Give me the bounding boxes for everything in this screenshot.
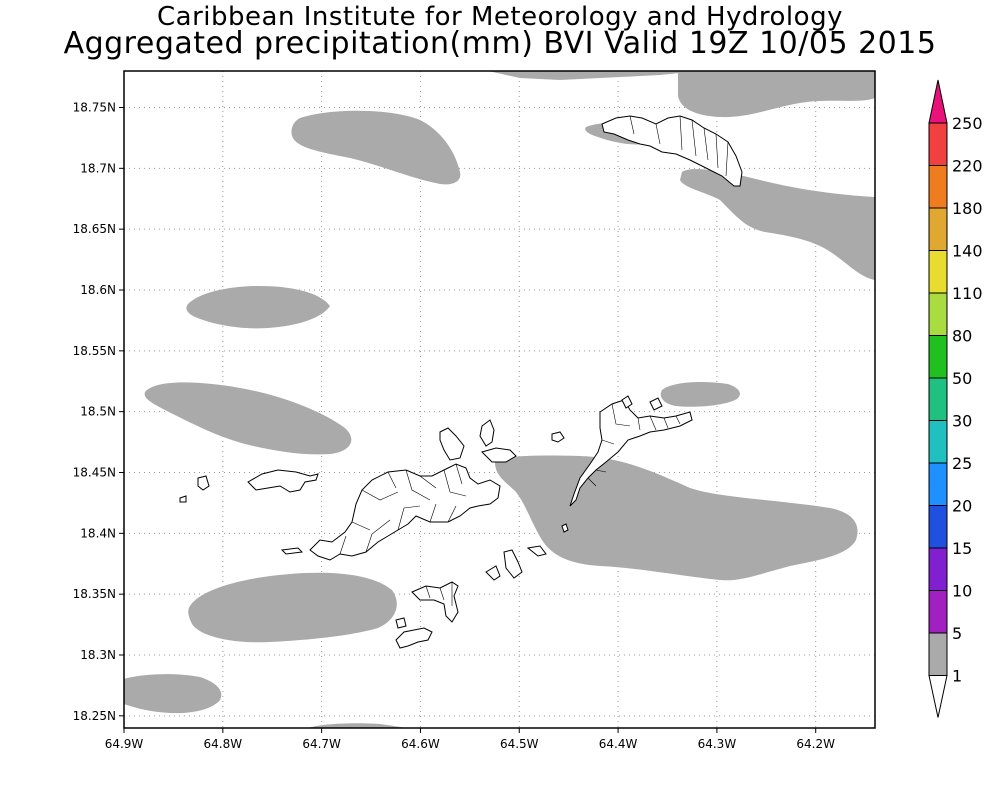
tick-label-lat: 18.4N xyxy=(80,526,116,540)
legend-label: 25 xyxy=(952,454,972,473)
precip-area-southeast-large xyxy=(495,455,858,581)
legend-swatch xyxy=(928,547,948,591)
island-tiny-2 xyxy=(561,523,569,533)
island-mosquito xyxy=(621,395,633,409)
legend-label: 50 xyxy=(952,369,972,388)
legend-label: 5 xyxy=(952,624,962,643)
legend-label: 180 xyxy=(952,199,983,218)
legend-swatch xyxy=(928,292,948,336)
legend-label: 80 xyxy=(952,327,972,346)
legend-label: 20 xyxy=(952,497,972,516)
legend-swatch xyxy=(928,250,948,294)
tick-label-lat: 18.25N xyxy=(73,709,116,723)
legend-swatch xyxy=(928,505,948,549)
island-great-camanoe xyxy=(479,419,495,447)
tick-label-lon: 64.8W xyxy=(204,737,243,751)
anegada-internal-lines xyxy=(629,115,729,177)
legend-label: 140 xyxy=(952,242,983,261)
legend-swatch xyxy=(928,632,948,676)
tortola-internal-lines xyxy=(339,463,467,555)
island-guana xyxy=(439,427,465,461)
island-outlines xyxy=(179,115,743,649)
island-salt xyxy=(395,627,433,649)
precip-area-southwest xyxy=(188,572,397,643)
tick-label-lat: 18.6N xyxy=(80,283,116,297)
legend-swatch xyxy=(928,420,948,464)
map-frame-border xyxy=(123,70,876,729)
island-subdivision-lines xyxy=(339,115,729,606)
precip-area-north-1 xyxy=(291,110,461,185)
legend-label: 250 xyxy=(952,114,983,133)
island-peter xyxy=(395,617,407,629)
precip-area-east-band xyxy=(680,169,875,280)
legend-swatch xyxy=(928,377,948,421)
precip-area-west-large xyxy=(144,382,352,455)
legend-swatch xyxy=(928,590,948,634)
norman-internal-lines xyxy=(425,582,453,606)
island-jost-van-dyke-west xyxy=(247,469,319,493)
tick-label-lon: 64.9W xyxy=(105,737,144,751)
island-tiny-1 xyxy=(280,547,304,555)
tick-label-lat: 18.75N xyxy=(73,101,116,115)
tick-label-lon: 64.3W xyxy=(698,737,737,751)
island-fallen-jerusalem xyxy=(526,545,547,557)
tick-label-lat: 18.3N xyxy=(80,648,116,662)
island-north-reef xyxy=(551,431,565,443)
legend-arrow-bottom xyxy=(928,675,948,718)
legend-label: 30 xyxy=(952,412,972,431)
legend-label: 15 xyxy=(952,539,972,558)
island-beef-small xyxy=(481,447,517,463)
map-gridlines xyxy=(124,71,875,728)
island-virgin-gorda xyxy=(569,399,693,507)
island-cooper xyxy=(503,549,523,579)
precipitation-areas xyxy=(124,71,875,728)
precip-area-west-mid xyxy=(186,286,330,329)
virgin-gorda-internal-lines xyxy=(587,403,681,487)
island-ginger xyxy=(485,565,501,581)
island-necker xyxy=(649,397,663,411)
island-st-thomas-east-tip xyxy=(179,495,187,503)
precip-area-small-east xyxy=(660,382,740,407)
legend-swatch xyxy=(928,165,948,209)
tick-label-lat: 18.45N xyxy=(73,466,116,480)
legend-label: 10 xyxy=(952,582,972,601)
precip-area-bottom xyxy=(308,723,408,728)
precip-area-northeast-corner xyxy=(678,71,875,118)
tick-label-lat: 18.35N xyxy=(73,587,116,601)
tick-label-lon: 64.7W xyxy=(302,737,341,751)
tick-label-lat: 18.55N xyxy=(73,344,116,358)
tick-label-lat: 18.65N xyxy=(73,222,116,236)
legend-label: 220 xyxy=(952,157,983,176)
map-axis-labels: 64.9W 64.8W 64.7W 64.6W 64.5W 64.4W 64.3W 64.2W… xyxy=(73,101,835,752)
tick-label-lon: 64.2W xyxy=(796,737,835,751)
legend-swatch xyxy=(928,462,948,506)
precip-area-far-southwest xyxy=(124,674,222,714)
legend-swatch xyxy=(928,335,948,379)
precip-area-top-center xyxy=(488,71,700,80)
legend-label: 110 xyxy=(952,284,983,303)
legend-label: 1 xyxy=(952,667,962,686)
legend-swatch xyxy=(928,207,948,251)
chart-title-institute: Caribbean Institute for Meteorology and … xyxy=(157,2,843,32)
tick-label-lat: 18.7N xyxy=(80,161,116,175)
legend-swatch xyxy=(928,122,948,166)
island-small-west xyxy=(197,475,210,491)
tick-label-lon: 64.4W xyxy=(599,737,638,751)
tick-label-lon: 64.6W xyxy=(401,737,440,751)
tick-label-lon: 64.5W xyxy=(500,737,539,751)
tick-label-lat: 18.5N xyxy=(80,405,116,419)
legend-arrow-top xyxy=(928,79,948,124)
color-legend: 250 220 180 140 110 80 50 30 25 20 15 10 5 1 xyxy=(928,79,983,718)
chart-title-product: Aggregated precipitation(mm) BVI Valid 1… xyxy=(63,26,937,61)
island-anegada xyxy=(601,115,743,187)
